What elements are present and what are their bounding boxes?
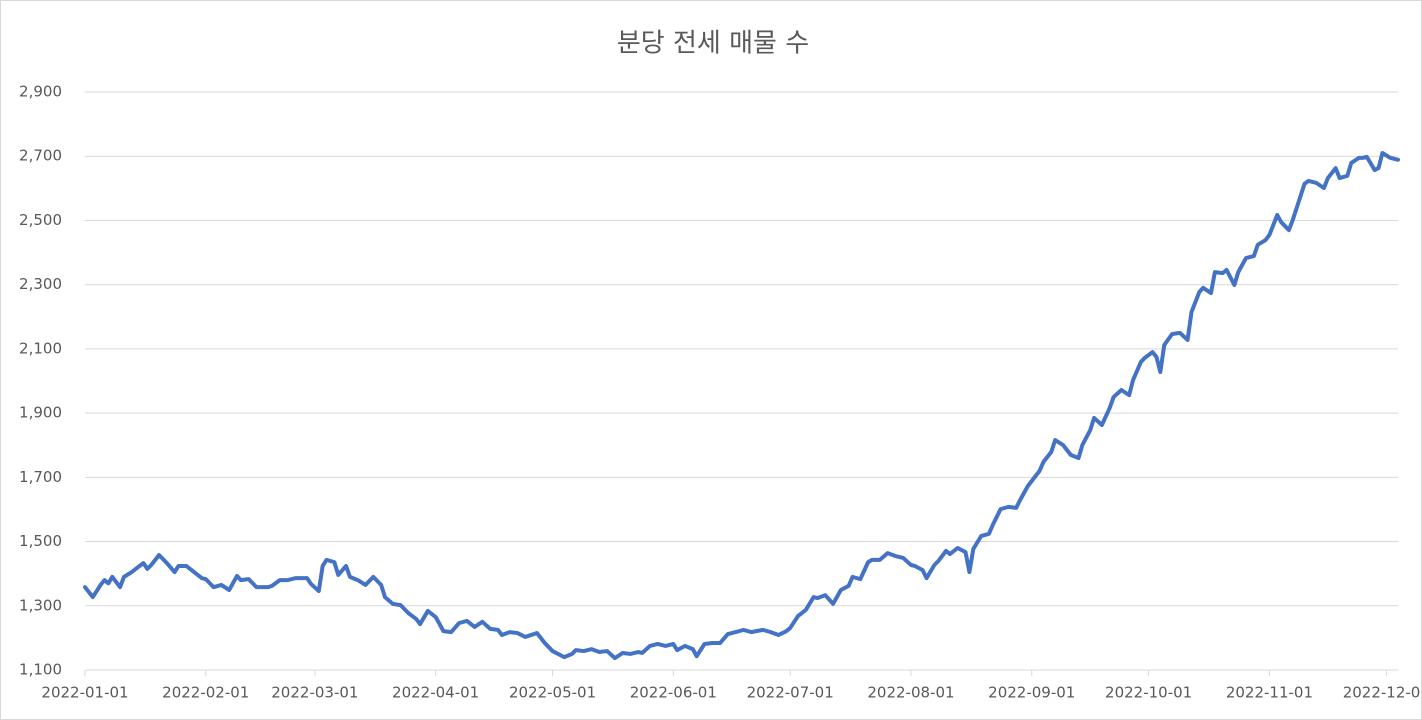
- x-tick-label: 2022-02-01: [162, 684, 249, 702]
- chart-title: 분당 전세 매물 수: [617, 29, 809, 59]
- y-tick-label: 1,300: [19, 596, 62, 614]
- x-tick-label: 2022-03-01: [271, 684, 358, 702]
- y-tick-label: 2,900: [19, 83, 62, 101]
- x-tick-label: 2022-07-01: [747, 684, 834, 702]
- x-tick-label: 2022-12-01: [1343, 684, 1422, 702]
- y-tick-label: 1,900: [19, 404, 62, 422]
- x-tick-label: 2022-01-01: [41, 684, 128, 702]
- y-tick-label: 1,700: [19, 468, 62, 486]
- y-tick-label: 1,100: [19, 661, 62, 679]
- x-tick-label: 2022-05-01: [509, 684, 596, 702]
- x-tick-label: 2022-06-01: [630, 684, 717, 702]
- x-tick-label: 2022-11-01: [1226, 684, 1313, 702]
- x-tick-label: 2022-10-01: [1105, 684, 1192, 702]
- data-line: [83, 151, 1400, 661]
- y-tick-label: 2,500: [19, 211, 62, 229]
- y-tick-label: 2,100: [19, 339, 62, 357]
- y-tick-label: 1,500: [19, 532, 62, 550]
- x-tick-label: 2022-04-01: [392, 684, 479, 702]
- y-tick-label: 2,700: [19, 147, 62, 165]
- x-tick-label: 2022-08-01: [867, 684, 954, 702]
- y-tick-label: 2,300: [19, 275, 62, 293]
- x-tick-label: 2022-09-01: [988, 684, 1075, 702]
